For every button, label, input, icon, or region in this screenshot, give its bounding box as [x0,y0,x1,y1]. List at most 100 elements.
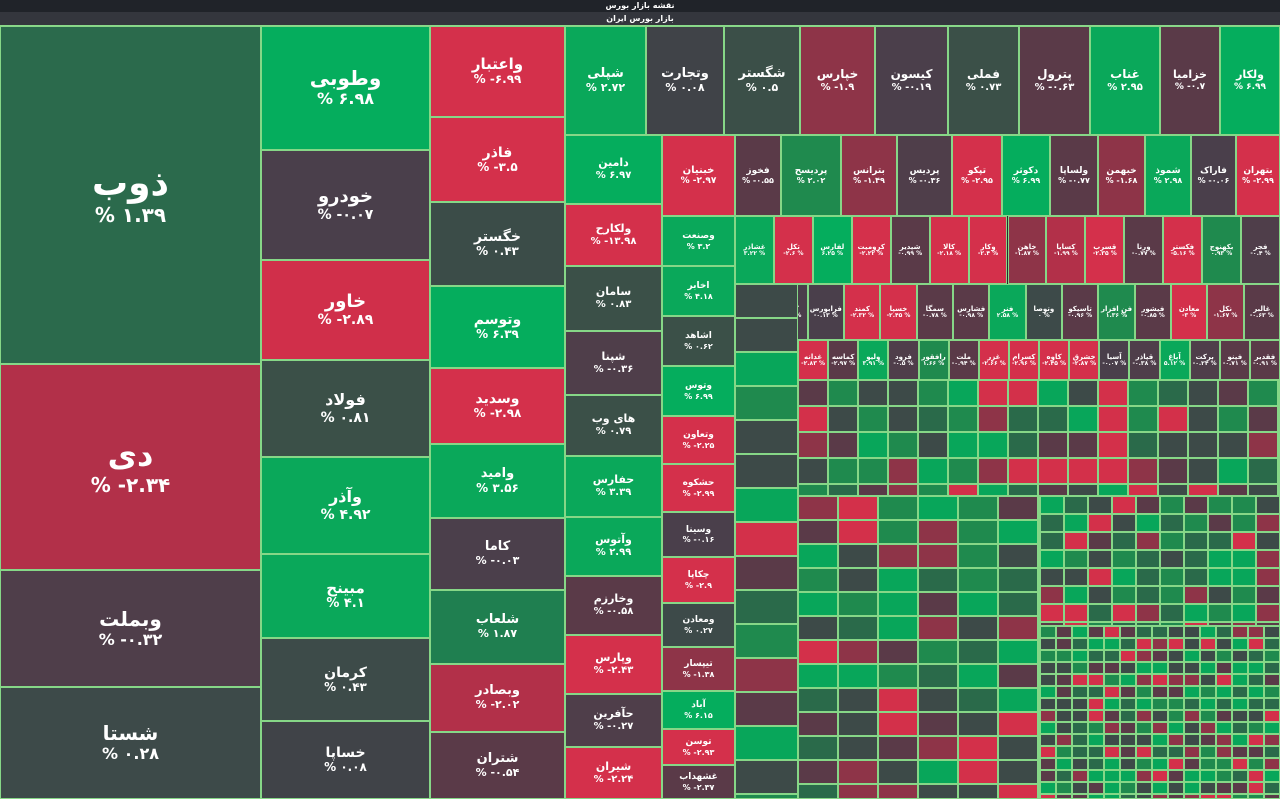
tiny-stock-tile[interactable] [1184,622,1208,626]
tiny-stock-tile[interactable] [1248,794,1264,799]
tile-tapiko[interactable]: تپکو % -۲.۹۵ [952,135,1002,216]
tiny-stock-tile[interactable] [1158,432,1188,458]
tiny-stock-tile[interactable] [1208,550,1232,568]
tiny-stock-tile[interactable] [1152,722,1168,734]
tiny-stock-tile[interactable] [1040,568,1064,586]
tiny-stock-tile[interactable] [1104,698,1120,710]
tiny-stock-tile[interactable] [1216,674,1232,686]
tiny-stock-tile[interactable] [1136,496,1160,514]
tiny-stock-tile[interactable] [1072,758,1088,770]
tiny-stock-tile[interactable] [1264,734,1280,746]
tile-vpars[interactable]: وپارس % -۲.۴۳ [565,635,662,694]
tiny-stock-tile[interactable] [838,616,878,640]
tiny-stock-tile[interactable] [1088,586,1112,604]
tiny-stock-tile[interactable] [1064,514,1088,532]
tiny-stock-tile[interactable] [1264,626,1280,638]
tiny-stock-tile[interactable] [1232,638,1248,650]
tile-highweb[interactable]: های وب % ۰.۷۹ [565,395,662,456]
tile-shmoz[interactable]: شموذ % ۲.۹۸ [1145,135,1191,216]
tiny-stock-tile[interactable] [888,380,918,406]
tiny-stock-tile[interactable] [1136,770,1152,782]
tiny-stock-tile[interactable] [1184,568,1208,586]
tiny-stock-tile[interactable] [1112,568,1136,586]
tiny-stock-tile[interactable] [978,380,1008,406]
tiny-stock-tile[interactable] [1128,432,1158,458]
tiny-stock-tile[interactable] [1040,758,1056,770]
tile-tosan[interactable]: توسن % -۲.۹۳ [662,729,735,765]
tile-hefars[interactable]: حفارس % ۳.۳۹ [565,456,662,517]
tiny-stock-tile[interactable] [998,784,1038,799]
tiny-stock-tile[interactable] [1068,458,1098,484]
small-tile[interactable]: کالا -۲.۱۸ % [929,216,969,284]
tiny-stock-tile[interactable] [1184,770,1200,782]
tiny-stock-tile[interactable] [1136,734,1152,746]
tiny-stock-tile[interactable] [1040,782,1056,794]
tiny-stock-tile[interactable] [1068,380,1098,406]
tiny-stock-tile[interactable] [1184,626,1200,638]
tiny-stock-tile[interactable] [1184,686,1200,698]
tile-shasta[interactable]: شستا % ۰.۲۸ [0,687,261,799]
small-tile[interactable]: فرود -۰.۵ % [888,340,919,380]
tiny-stock-tile[interactable] [918,380,948,406]
small-tile[interactable]: کاوه -۲.۴۵ % [1039,340,1070,380]
tiny-stock-tile[interactable] [1256,532,1280,550]
tiny-stock-tile[interactable] [1128,484,1158,496]
tiny-stock-tile[interactable] [1088,698,1104,710]
tiny-stock-tile[interactable] [798,484,828,496]
small-tile[interactable]: معادن -۳ % [1171,284,1208,340]
tiny-stock-tile[interactable] [1184,638,1200,650]
tiny-stock-tile[interactable] [1136,514,1160,532]
tiny-stock-tile[interactable] [1184,650,1200,662]
tiny-stock-tile[interactable] [1200,710,1216,722]
tiny-stock-tile[interactable] [1104,674,1120,686]
tiny-stock-tile[interactable] [1264,770,1280,782]
tiny-stock-tile[interactable] [1152,794,1168,799]
tiny-stock-tile[interactable] [1208,622,1232,626]
tiny-stock-tile[interactable] [1064,568,1088,586]
tiny-stock-tile[interactable] [1120,770,1136,782]
tiny-stock-tile[interactable] [1088,496,1112,514]
small-tile[interactable]: خسپا -۲.۴۵ % [880,284,917,340]
small-tile[interactable]: خاهن -۱.۸۷ % [1007,216,1047,284]
tiny-stock-tile[interactable] [1120,662,1136,674]
tiny-stock-tile[interactable] [1136,698,1152,710]
tiny-stock-tile[interactable] [998,544,1038,568]
tiny-stock-tile[interactable] [1152,734,1168,746]
tile-abad[interactable]: آباد % ۶.۱۵ [662,691,735,729]
tiny-stock-tile[interactable] [1040,496,1064,514]
tiny-stock-tile[interactable] [1248,722,1264,734]
tile-vsadid[interactable]: وسدید % -۲.۹۸ [430,368,565,444]
tiny-stock-tile[interactable] [1264,710,1280,722]
tile-vtoos[interactable]: وتوس % ۶.۹۹ [662,366,735,416]
tiny-stock-tile[interactable] [1038,520,1040,544]
tiny-stock-tile[interactable] [1248,770,1264,782]
tile-vomid[interactable]: وامید % ۳.۵۶ [430,444,565,518]
tile-kerman[interactable]: کرمان % ۰.۴۳ [261,638,430,721]
tiny-stock-tile[interactable] [1040,622,1064,626]
tiny-stock-tile[interactable] [1216,770,1232,782]
tile-tipsar[interactable]: تیپسار % -۱.۳۸ [662,647,735,691]
tiny-stock-tile[interactable] [1232,586,1256,604]
tiny-stock-tile[interactable] [1184,782,1200,794]
tiny-stock-tile[interactable] [1136,604,1160,622]
tiny-stock-tile[interactable] [1038,688,1040,712]
tiny-stock-tile[interactable] [1040,626,1056,638]
tiny-stock-tile[interactable] [1184,532,1208,550]
tiny-stock-tile[interactable] [735,658,798,692]
tiny-stock-tile[interactable] [1216,758,1232,770]
tiny-stock-tile[interactable] [1088,662,1104,674]
tile-farak[interactable]: فاراک % -۰.۰۶ [1191,135,1236,216]
tiny-stock-tile[interactable] [798,664,838,688]
tiny-stock-tile[interactable] [1232,710,1248,722]
small-tile[interactable]: فن افزار ۱.۳۶ % [1098,284,1135,340]
tiny-stock-tile[interactable] [958,664,998,688]
tiny-stock-tile[interactable] [735,556,798,590]
tiny-stock-tile[interactable] [1136,622,1160,626]
tiny-stock-tile[interactable] [998,592,1038,616]
tiny-stock-tile[interactable] [1038,664,1040,688]
tiny-stock-tile[interactable] [1098,458,1128,484]
small-tile[interactable]: فقدیر -۰.۹۱ % [1249,340,1280,380]
tiny-stock-tile[interactable] [958,688,998,712]
tiny-stock-tile[interactable] [1128,458,1158,484]
tiny-stock-tile[interactable] [1232,734,1248,746]
